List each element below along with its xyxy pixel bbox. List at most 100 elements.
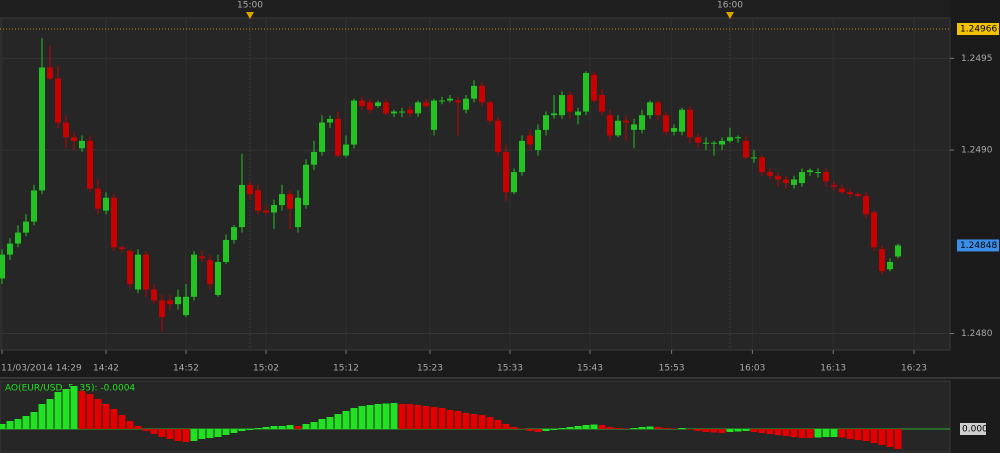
ao-bar (102, 404, 110, 429)
candle-body (591, 74, 597, 101)
y-tick-label: 1.2495 (961, 54, 993, 64)
ao-bar (222, 429, 230, 435)
x-tick-label: 15:53 (659, 364, 685, 374)
ao-bar (790, 429, 798, 437)
ao-bar (326, 417, 334, 429)
y-tick-label: 1.2490 (961, 146, 993, 156)
candle-body (95, 188, 101, 209)
candle-body (727, 137, 733, 141)
ao-bar (582, 425, 590, 429)
ao-bar (486, 417, 494, 429)
ao-bar (374, 404, 382, 429)
candle-body (815, 172, 821, 174)
ao-bar (214, 429, 222, 437)
ao-bar (550, 429, 558, 430)
candle-body (303, 164, 309, 206)
ao-bar (630, 428, 638, 429)
ao-bar (198, 429, 206, 439)
candle-body (311, 151, 317, 165)
candle-body (279, 194, 285, 206)
ao-bar (854, 429, 862, 440)
candle-body (599, 95, 605, 112)
candle-body (143, 254, 149, 290)
ao-bar (46, 399, 54, 429)
candle-body (199, 256, 205, 259)
ao-bar (206, 429, 214, 438)
candle-body (567, 95, 573, 112)
candle-body (495, 120, 501, 152)
candle-body (447, 98, 453, 101)
ao-bar (894, 429, 902, 449)
candle-body (839, 188, 845, 193)
candle-body (559, 95, 565, 116)
price-badge (957, 239, 999, 252)
candle-body (15, 232, 21, 244)
indicator-title: AO(EUR/USD, 5, 35): -0.0004 (5, 384, 135, 394)
x-tick-label: 11/03/2014 14:29 (1, 364, 82, 374)
candle-body (295, 197, 301, 228)
candle-body (887, 261, 893, 270)
ao-bar (838, 429, 846, 438)
candle-body (55, 78, 61, 123)
candle-body (151, 289, 157, 301)
ao-bar (470, 414, 478, 429)
ao-bar (614, 428, 622, 429)
ao-bar (78, 391, 86, 429)
candle-body (47, 67, 53, 79)
candle-body (831, 184, 837, 187)
ao-bar (430, 407, 438, 429)
ao-bar (502, 424, 510, 429)
candle-body (655, 102, 661, 116)
ao-bar (494, 420, 502, 429)
candle-body (743, 140, 749, 158)
x-tick-label: 14:52 (173, 364, 199, 374)
ao-bar (14, 419, 22, 429)
candle-body (607, 115, 613, 136)
candle-body (223, 239, 229, 262)
candle-body (823, 172, 829, 182)
ao-bar (558, 428, 566, 429)
candle-body (183, 296, 189, 316)
top-tick-label: 16:00 (717, 1, 743, 11)
ao-bar (622, 428, 630, 429)
candle-body (847, 192, 853, 195)
candle-body (687, 109, 693, 138)
candle-body (895, 245, 901, 257)
ao-bar (798, 429, 806, 438)
candle-body (71, 137, 77, 141)
ao-bar (646, 426, 654, 429)
candle-body (575, 111, 581, 116)
candle-body (663, 115, 669, 132)
ao-bar (606, 427, 614, 429)
ao-bar (422, 406, 430, 429)
ao-bar (150, 429, 158, 434)
ao-bar (54, 392, 62, 429)
ao-bar (406, 404, 414, 429)
ao-bar (478, 415, 486, 429)
ao-bar (158, 429, 166, 437)
ao-bar (678, 428, 686, 429)
candle-body (511, 172, 517, 193)
top-tick-marker (246, 12, 254, 19)
candle-body (863, 195, 869, 215)
ao-bar (758, 429, 766, 433)
ao-bar (358, 406, 366, 429)
candle-body (583, 73, 589, 112)
ao-bar (390, 403, 398, 429)
candle-body (167, 300, 173, 305)
y-tick-label: 0.000 (962, 425, 988, 435)
candle-body (175, 296, 181, 305)
candle-body (415, 102, 421, 114)
ao-bar (742, 429, 750, 431)
ao-bar (830, 429, 838, 437)
candle-body (807, 170, 813, 173)
ao-bar (70, 386, 78, 429)
ao-bar (862, 429, 870, 441)
ao-bar (670, 428, 678, 429)
candle-body (695, 137, 701, 143)
ao-bar (878, 429, 886, 445)
ao-bar (262, 427, 270, 429)
candle-body (623, 120, 629, 123)
candle-body (215, 261, 221, 295)
